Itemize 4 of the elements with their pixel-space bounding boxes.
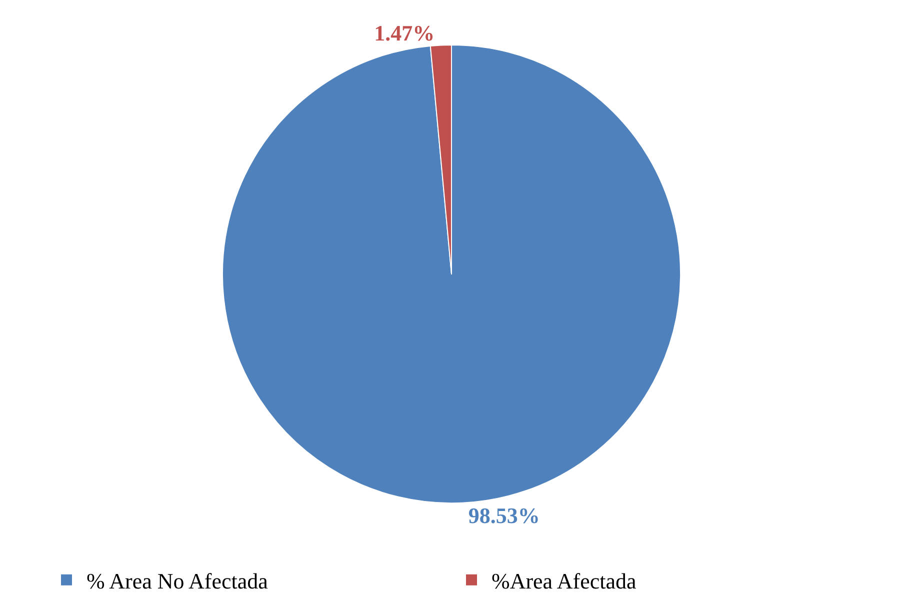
legend-label: % Area No Afectada [86, 568, 268, 594]
data-label: 98.53% [468, 502, 540, 528]
legend-label: %Area Afectada [492, 568, 636, 594]
data-label: 1.47% [374, 20, 435, 46]
